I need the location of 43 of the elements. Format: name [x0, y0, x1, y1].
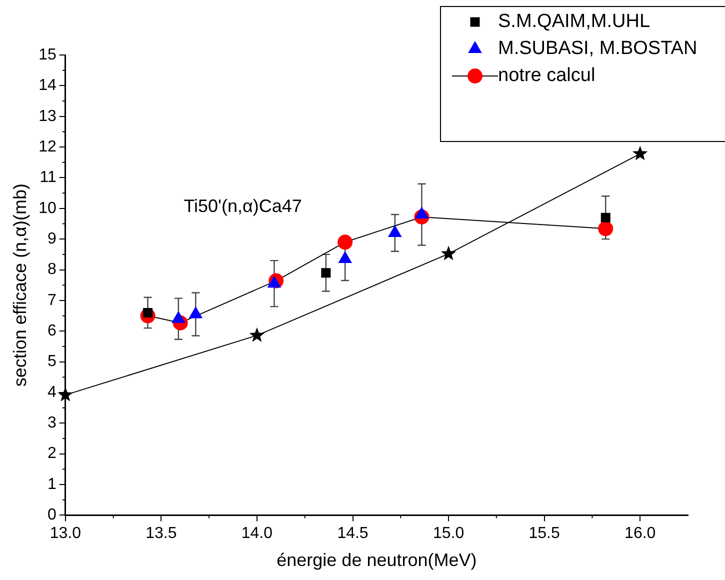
point	[249, 327, 265, 342]
point	[338, 252, 352, 264]
y-tick-label: 5	[47, 353, 56, 370]
x-tick-label: 15.5	[528, 525, 560, 542]
legend-label: S.M.QAIM,M.UHL	[498, 11, 650, 32]
x-tick-label: 16.0	[624, 525, 656, 542]
point	[172, 311, 185, 323]
y-tick-label: 8	[47, 261, 56, 278]
point	[321, 268, 331, 278]
y-tick-label: 9	[47, 230, 56, 248]
legend-label: M.SUBASI, M.BOSTAN	[498, 38, 698, 60]
point	[600, 212, 610, 222]
y-tick-label: 13	[38, 108, 56, 125]
y-tick-label: 6	[47, 322, 56, 340]
x-axis-title: énergie de neutron(MeV)	[276, 550, 477, 570]
point	[598, 221, 614, 236]
y-axis-title: section efficace (n,α)(mb)	[10, 184, 30, 387]
point	[58, 386, 74, 402]
point	[632, 146, 648, 160]
x-tick-label: 15.0	[432, 525, 464, 542]
point	[189, 306, 202, 318]
point	[440, 246, 456, 260]
legend-label: notre calcul	[498, 65, 596, 86]
y-tick-label: 12	[38, 138, 56, 156]
y-tick-label: 7	[47, 292, 56, 309]
annotation: Ti50'(n,α)Ca47	[184, 196, 302, 216]
y-tick-label: 2	[47, 445, 56, 462]
x-tick-label: 14.5	[337, 525, 368, 542]
x-tick-label: 13.5	[146, 525, 177, 542]
y-tick-label: 10	[38, 200, 56, 217]
y-tick-label: 0	[47, 506, 56, 524]
y-tick-label: 1	[47, 476, 56, 493]
y-tick-label: 11	[40, 169, 56, 186]
x-tick-label: 14.0	[241, 525, 273, 542]
y-tick-label: 3	[47, 414, 56, 432]
y-tick-label: 4	[47, 384, 56, 401]
x-tick-label: 13.0	[50, 525, 82, 542]
point	[415, 207, 428, 219]
point	[388, 225, 402, 237]
point	[268, 276, 281, 288]
y-tick-label: 15	[38, 46, 56, 64]
y-tick-label: 14	[38, 77, 56, 94]
point	[338, 234, 353, 250]
